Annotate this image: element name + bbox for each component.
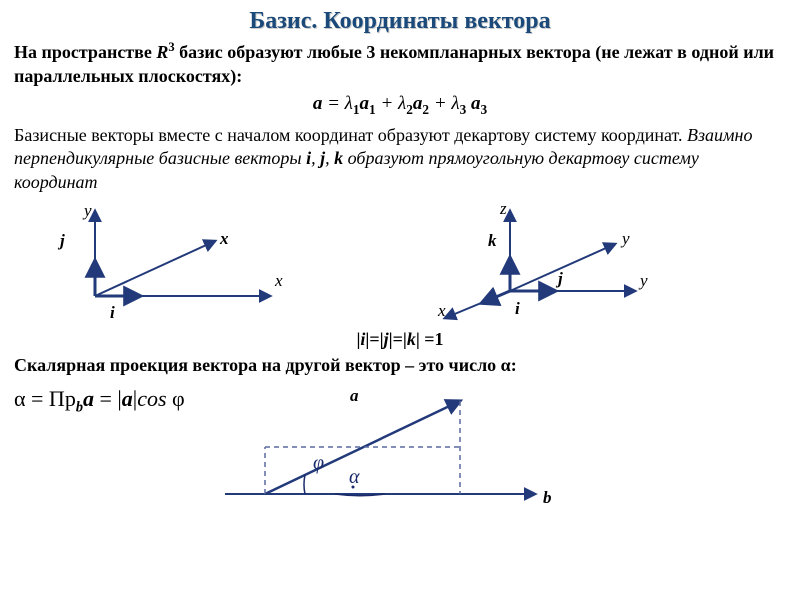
projection-row: α = Прba = |a|cos φ a b φ α: [0, 379, 800, 509]
label-j-vec-3d: j: [555, 269, 563, 288]
formula-a2: a: [413, 93, 423, 114]
norm-eq1: |=|: [365, 329, 383, 349]
unit-norm-formula: |i|=|j|=|k| =1: [0, 326, 800, 351]
label-phi: φ: [313, 452, 324, 474]
label-b-vec: b: [543, 488, 552, 507]
formula-s1: 1: [353, 102, 360, 117]
page-title: Базис. Координаты вектора: [0, 0, 800, 37]
pf-mid: = |: [94, 386, 122, 411]
diagram-3d-basis: z k y j y x i: [400, 196, 700, 326]
label-z-axis: z: [499, 199, 507, 218]
label-x-axis-3d: x: [437, 301, 446, 320]
para2-comma2: ,: [325, 148, 334, 168]
formula-a3: a: [471, 93, 481, 114]
paragraph-2: Базисные векторы вместе с началом коорди…: [0, 122, 800, 196]
label-x-axis: x: [274, 271, 283, 290]
space-symbol: R: [156, 42, 168, 62]
label-alpha: α: [349, 466, 360, 488]
vec-k: k: [334, 148, 343, 168]
para2-a: Базисные векторы вместе с началом коорди…: [14, 125, 687, 145]
label-a-vec: a: [350, 386, 359, 405]
projection-formula: α = Прba = |a|cos φ: [14, 379, 185, 417]
formula-a1: a: [360, 93, 370, 114]
formula-a: a: [313, 93, 323, 114]
label-i-vec-3d: i: [515, 299, 520, 318]
label-k-vec: k: [488, 231, 497, 250]
pf-a: a: [83, 386, 94, 411]
pf-phi: φ: [167, 386, 185, 411]
formula-plus1: + λ: [376, 93, 407, 114]
pf-cos: cos: [137, 386, 166, 411]
norm-one: 1: [435, 329, 444, 349]
formula-eq: = λ: [322, 93, 353, 114]
projection-def: Скалярная проекция вектора на другой век…: [0, 352, 800, 379]
intro-text-a: На пространстве: [14, 42, 156, 62]
label-j-vec: j: [57, 231, 65, 250]
formula-s3b: 3: [481, 102, 488, 117]
intro-paragraph: На пространстве R3 базис образуют любые …: [0, 37, 800, 90]
label-y-vec-diag: y: [620, 229, 630, 248]
norm-k: k: [407, 329, 416, 349]
pf-sub-b: b: [76, 399, 83, 415]
formula-plus2: + λ: [429, 93, 460, 114]
label-y-axis-3d: y: [638, 271, 648, 290]
pf-alpha: α = Пр: [14, 386, 76, 411]
formula-s1b: 1: [369, 102, 376, 117]
label-i-vec: i: [110, 303, 115, 322]
diagram-projection: a b φ α: [205, 379, 565, 509]
pf-a2: a: [122, 386, 133, 411]
norm-eq2: |=|: [389, 329, 407, 349]
para2-comma1: ,: [311, 148, 320, 168]
formula-s2: 2: [406, 102, 413, 117]
label-y-axis: y: [82, 201, 92, 220]
diagrams-row: y j x x i z k y j y x i: [0, 196, 800, 326]
formula-s3: 3: [460, 102, 467, 117]
norm-end: | =: [416, 329, 435, 349]
label-x-vec-bold: x: [219, 229, 229, 248]
diagram-2d-basis: y j x x i: [40, 196, 340, 326]
decomposition-formula: a = λ1a1 + λ2a2 + λ3 a3: [0, 90, 800, 122]
